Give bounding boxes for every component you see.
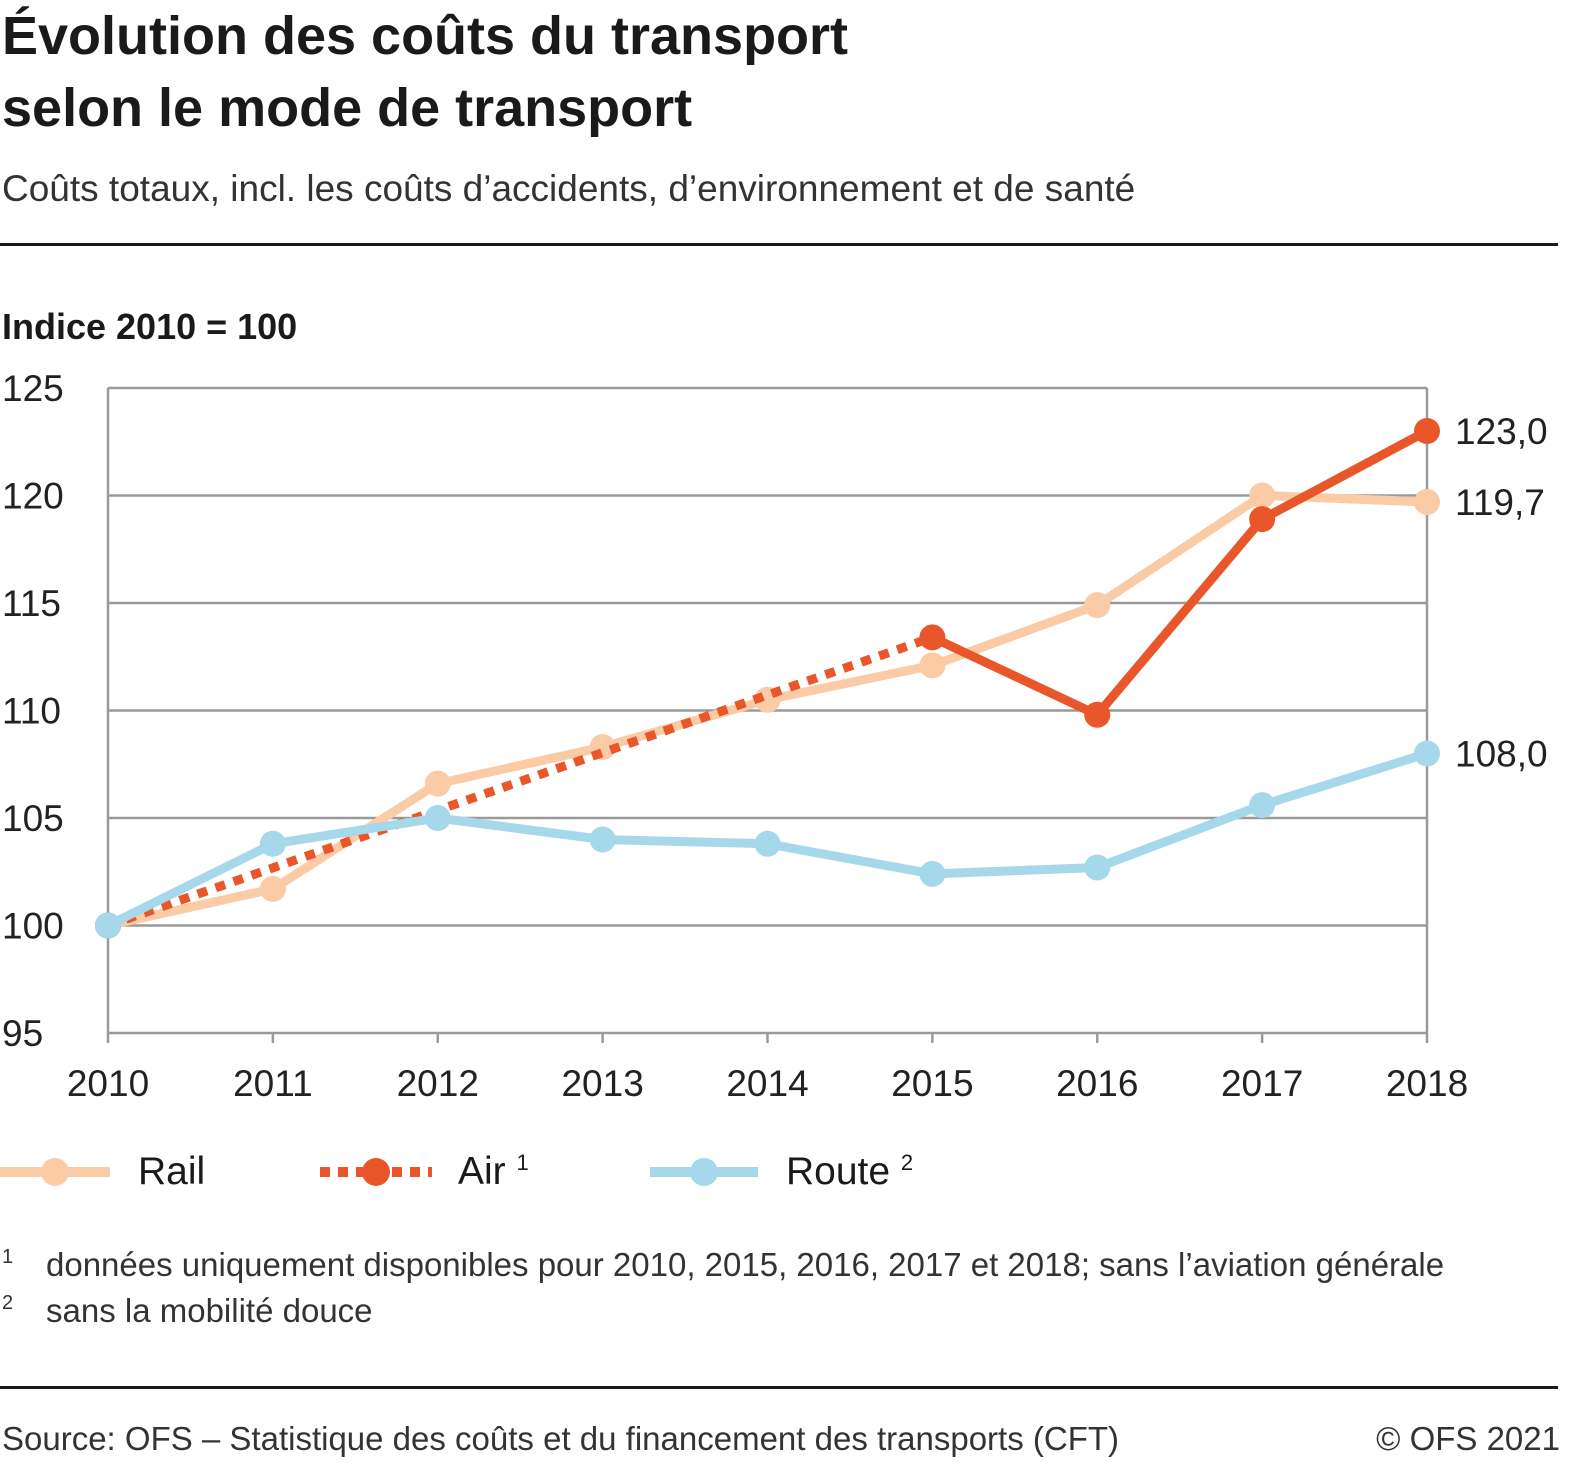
- series-rail-end-label: 119,7: [1455, 482, 1545, 523]
- x-tick-label: 2012: [397, 1063, 479, 1104]
- series-route-point: [919, 860, 946, 887]
- x-tick-label: 2016: [1056, 1063, 1138, 1104]
- series-rail-point: [919, 652, 946, 679]
- x-tick-label: 2017: [1221, 1063, 1303, 1104]
- bottom-divider: [0, 1386, 1558, 1389]
- legend-route-marker: [690, 1158, 718, 1186]
- x-tick-label: 2011: [233, 1063, 313, 1104]
- footnote-1-number: 1: [2, 1246, 14, 1268]
- series-route-point: [1414, 740, 1440, 767]
- series-air-line: [930, 427, 1430, 720]
- series-air-point: [1414, 418, 1440, 444]
- footnote-2-number: 2: [2, 1292, 14, 1314]
- legend-route-label: Route 2: [786, 1150, 914, 1193]
- series-rail-point: [424, 770, 451, 797]
- series-rail-point: [1084, 592, 1111, 619]
- y-tick-label: 115: [2, 583, 61, 624]
- series-route-point: [1084, 854, 1111, 881]
- top-divider: [0, 243, 1558, 246]
- y-tick-label: 105: [2, 798, 64, 839]
- footnote-2-text: sans la mobilité douce: [46, 1292, 373, 1329]
- copyright: © OFS 2021: [1376, 1420, 1560, 1457]
- series-route-point: [589, 826, 616, 853]
- series-route-point: [1249, 792, 1276, 819]
- x-tick-label: 2018: [1386, 1063, 1468, 1104]
- series-air-point: [1249, 506, 1276, 533]
- series-route-point: [259, 830, 286, 857]
- footnote-1-text: données uniquement disponibles pour 2010…: [46, 1246, 1445, 1283]
- title-line-2: selon le mode de transport: [2, 78, 693, 138]
- series-rail-point: [1249, 482, 1276, 509]
- legend-air-marker: [362, 1158, 390, 1186]
- y-tick-label: 110: [2, 691, 61, 732]
- y-tick-label: 100: [2, 906, 64, 947]
- chart-subtitle: Coûts totaux, incl. les coûts d’accident…: [2, 168, 1136, 209]
- y-tick-label: 95: [2, 1013, 43, 1054]
- x-tick-label: 2010: [67, 1063, 149, 1104]
- legend-rail-label: Rail: [138, 1150, 206, 1193]
- legend-rail-marker: [41, 1158, 69, 1186]
- y-tick-label: 120: [2, 476, 64, 517]
- x-tick-label: 2014: [726, 1063, 808, 1104]
- series-air-end-label: 123,0: [1455, 411, 1548, 452]
- line-chart: 95 100 105 110 115 120 125 2010 2011 2012 2013 2014…: [2, 368, 1548, 1104]
- series-route-point: [95, 912, 121, 939]
- series-route-point: [754, 830, 781, 857]
- series-rail-point: [259, 875, 286, 902]
- series-rail-point: [1414, 488, 1440, 515]
- legend-air-label: Air 1: [458, 1150, 529, 1193]
- series-air-point: [919, 624, 946, 651]
- source-note: Source: OFS – Statistique des coûts et d…: [2, 1420, 1120, 1457]
- y-tick-label: 125: [2, 368, 64, 409]
- series-air-dotted-line: [106, 633, 934, 930]
- y-axis-unit-label: Indice 2010 = 100: [2, 306, 298, 347]
- title-line-1: Évolution des coûts du transport: [2, 6, 849, 66]
- series-route-point: [424, 805, 451, 831]
- series-air-point: [1084, 701, 1111, 728]
- chart-title: Évolution des coûts du transport selon le…: [2, 0, 848, 144]
- series-route-end-label: 108,0: [1455, 734, 1548, 775]
- x-tick-label: 2015: [891, 1063, 973, 1104]
- x-tick-label: 2013: [561, 1063, 643, 1104]
